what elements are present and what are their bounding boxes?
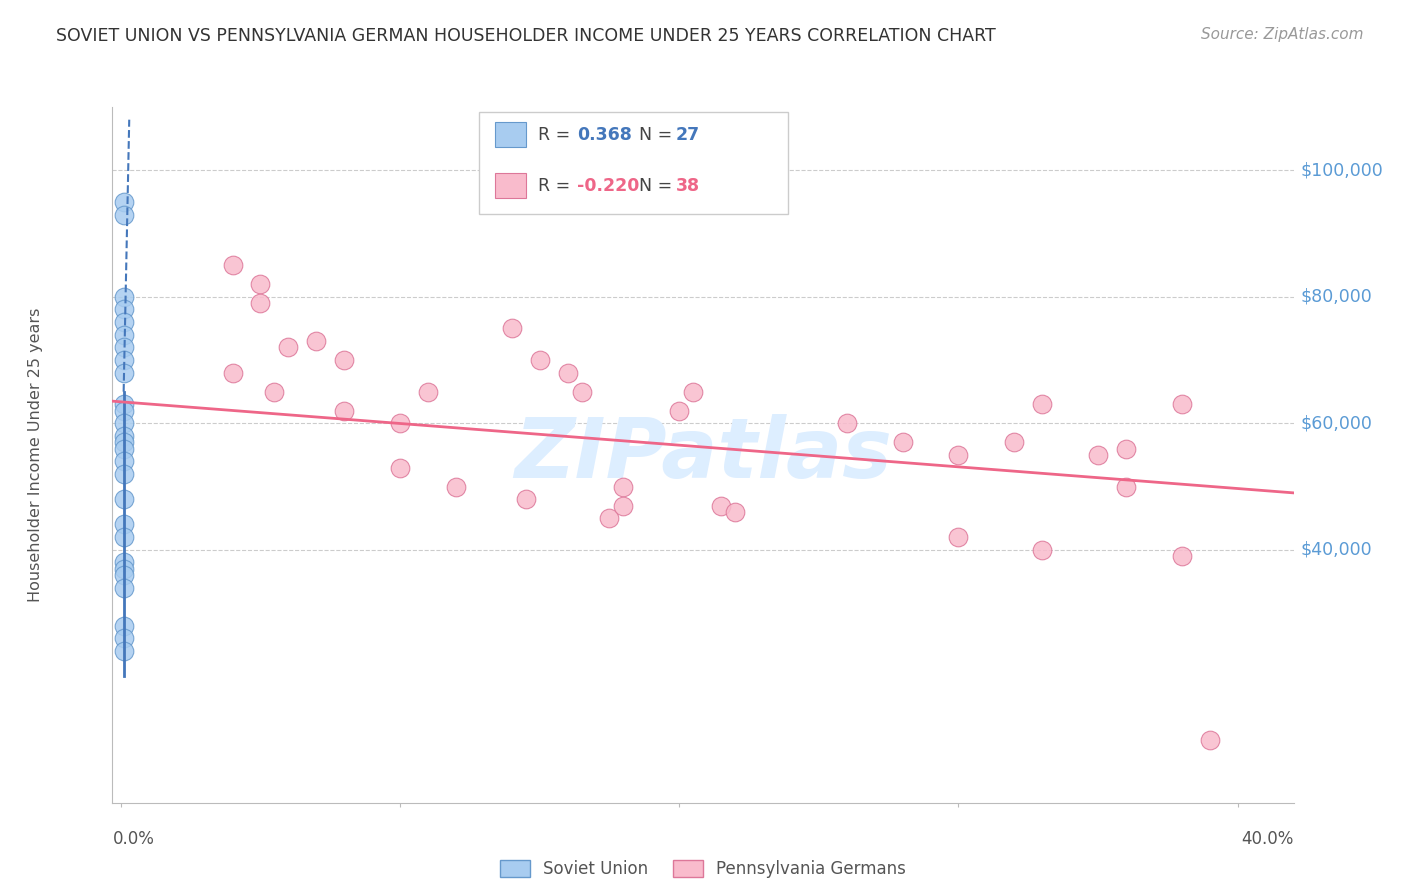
Text: R =: R = — [537, 177, 575, 195]
Point — [668, 403, 690, 417]
Point — [112, 581, 135, 595]
Point — [333, 353, 356, 368]
Point — [112, 467, 135, 481]
Point — [112, 417, 135, 431]
Point — [891, 435, 914, 450]
Text: N =: N = — [627, 126, 678, 144]
Text: 0.0%: 0.0% — [112, 830, 155, 847]
Point — [112, 492, 135, 507]
Point — [112, 454, 135, 468]
Point — [501, 321, 523, 335]
Point — [612, 499, 634, 513]
Text: 27: 27 — [675, 126, 700, 144]
Point — [221, 366, 243, 380]
Text: $60,000: $60,000 — [1301, 414, 1372, 433]
Point — [835, 417, 858, 431]
Point — [710, 499, 733, 513]
Point — [948, 530, 970, 544]
Text: ZIPatlas: ZIPatlas — [515, 415, 891, 495]
Point — [389, 417, 412, 431]
Point — [112, 442, 135, 456]
Point — [515, 492, 537, 507]
Point — [1087, 448, 1109, 462]
Point — [112, 644, 135, 658]
Point — [112, 302, 135, 317]
Point — [1115, 479, 1137, 493]
Point — [221, 258, 243, 272]
Point — [333, 403, 356, 417]
Point — [112, 397, 135, 411]
Point — [277, 340, 299, 354]
Point — [444, 479, 467, 493]
Text: N =: N = — [627, 177, 678, 195]
Point — [112, 632, 135, 646]
Point — [305, 334, 328, 348]
Point — [1031, 542, 1053, 557]
Point — [571, 384, 593, 399]
Point — [724, 505, 747, 519]
Text: $80,000: $80,000 — [1301, 288, 1372, 306]
Text: Householder Income Under 25 years: Householder Income Under 25 years — [28, 308, 42, 602]
Point — [112, 618, 135, 632]
Point — [249, 296, 271, 310]
Point — [529, 353, 551, 368]
Point — [389, 460, 412, 475]
Text: $100,000: $100,000 — [1301, 161, 1384, 179]
Text: Source: ZipAtlas.com: Source: ZipAtlas.com — [1201, 27, 1364, 42]
Text: R =: R = — [537, 126, 575, 144]
Point — [682, 384, 704, 399]
Text: SOVIET UNION VS PENNSYLVANIA GERMAN HOUSEHOLDER INCOME UNDER 25 YEARS CORRELATIO: SOVIET UNION VS PENNSYLVANIA GERMAN HOUS… — [56, 27, 995, 45]
Text: 40.0%: 40.0% — [1241, 830, 1294, 847]
Point — [1171, 397, 1194, 411]
Point — [598, 511, 620, 525]
Point — [112, 327, 135, 342]
Point — [112, 562, 135, 576]
Point — [112, 315, 135, 329]
Point — [1171, 549, 1194, 563]
Point — [612, 479, 634, 493]
Point — [948, 448, 970, 462]
Text: -0.220: -0.220 — [576, 177, 640, 195]
Point — [1198, 732, 1220, 747]
Point — [112, 194, 135, 209]
Point — [112, 435, 135, 450]
Legend: Soviet Union, Pennsylvania Germans: Soviet Union, Pennsylvania Germans — [494, 854, 912, 885]
Point — [112, 530, 135, 544]
Point — [112, 353, 135, 368]
Point — [112, 403, 135, 417]
Point — [1031, 397, 1053, 411]
Point — [112, 568, 135, 582]
Point — [112, 340, 135, 354]
Point — [112, 517, 135, 532]
Point — [112, 208, 135, 222]
Text: 0.368: 0.368 — [576, 126, 631, 144]
Point — [112, 429, 135, 443]
Point — [263, 384, 285, 399]
Point — [112, 366, 135, 380]
Point — [557, 366, 579, 380]
Point — [249, 277, 271, 292]
Point — [1002, 435, 1025, 450]
Point — [1115, 442, 1137, 456]
Point — [112, 556, 135, 570]
Point — [416, 384, 439, 399]
Text: $40,000: $40,000 — [1301, 541, 1372, 558]
Point — [112, 290, 135, 304]
Text: 38: 38 — [675, 177, 700, 195]
